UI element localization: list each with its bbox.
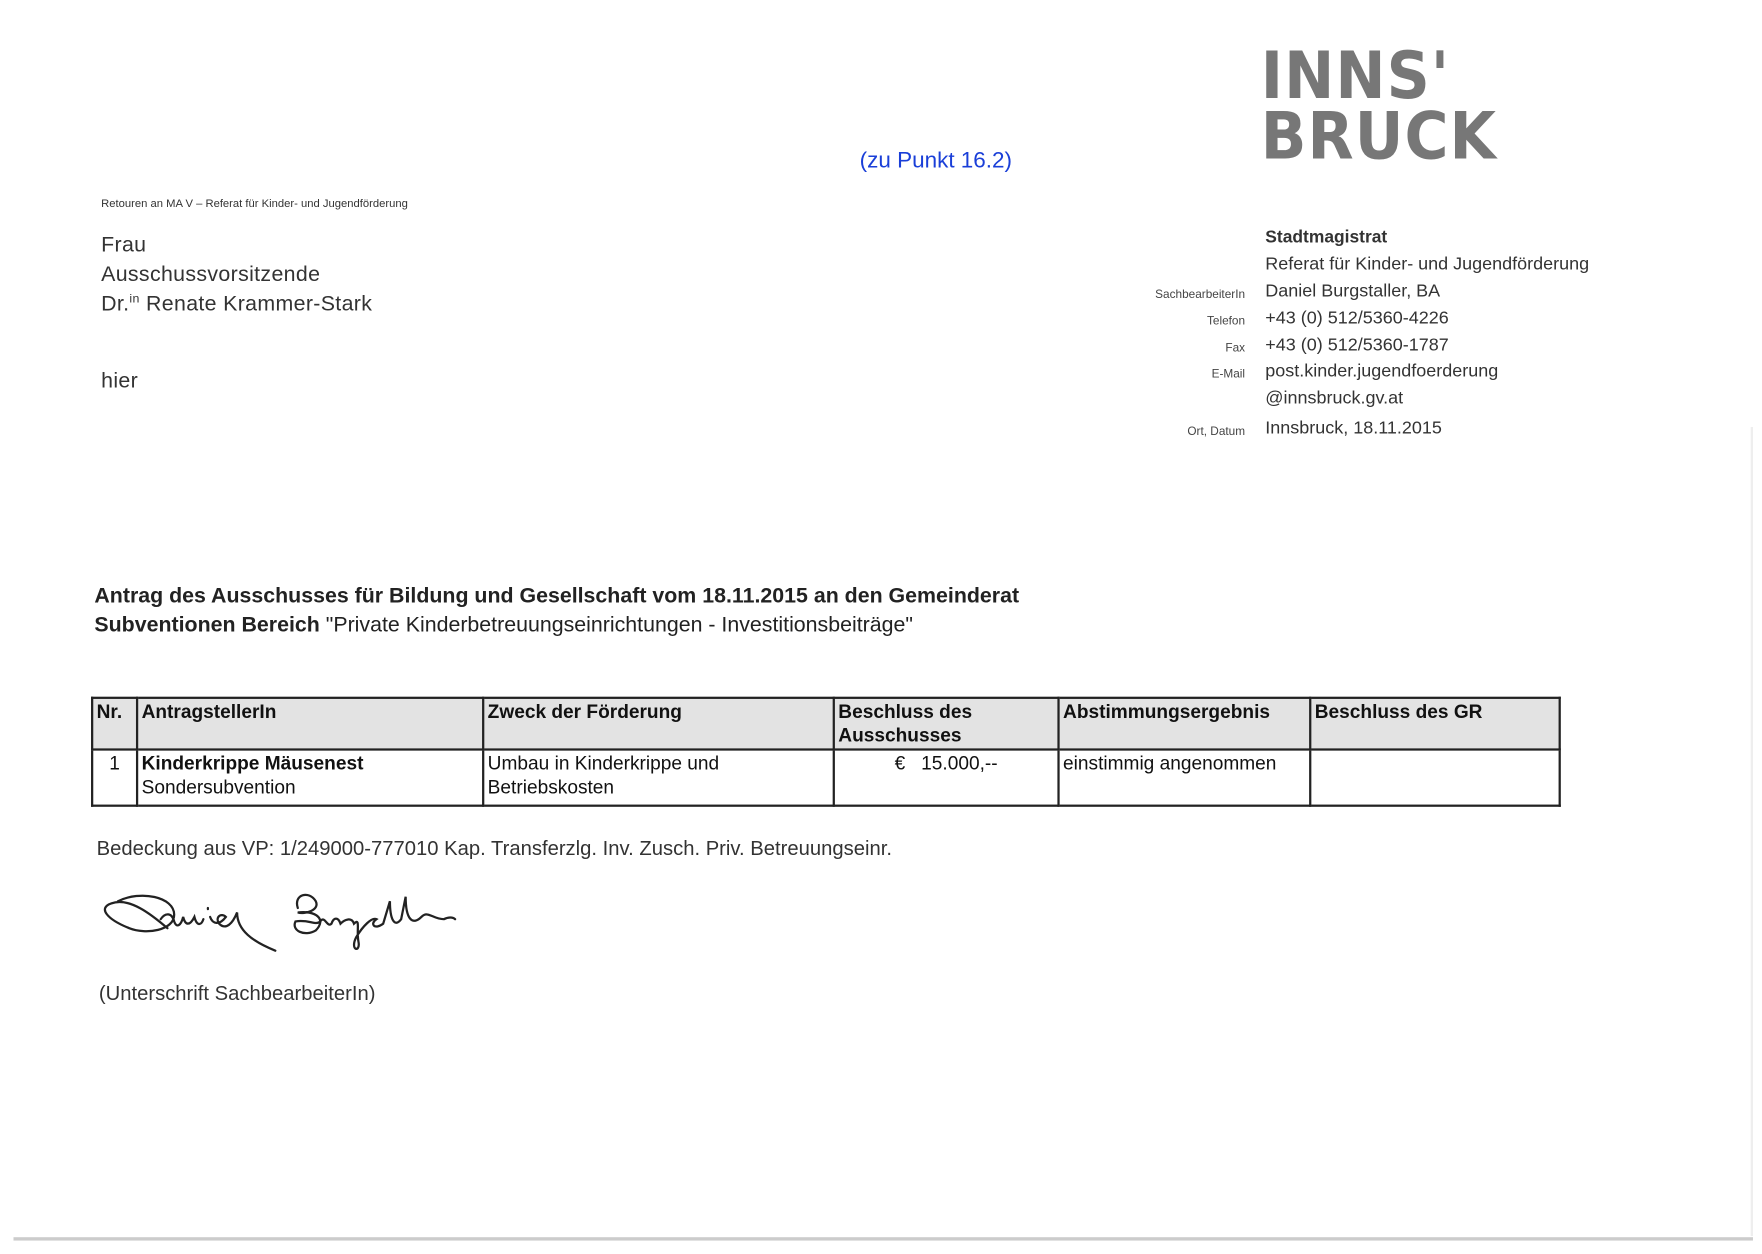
budget-coverage: Bedeckung aus VP: 1/249000-777010 Kap. T…: [96, 837, 892, 860]
signature-image: [103, 893, 457, 952]
scan-edge: [1750, 427, 1753, 1237]
header-nr: Nr.: [91, 696, 139, 751]
cell-vote: einstimmig angenommen: [1057, 748, 1312, 807]
value-fax: +43 (0) 512/5360-1787: [1265, 335, 1449, 356]
header-purpose: Zweck der Förderung: [482, 696, 835, 751]
sender-dept: Referat für Kinder- und Jugendförderung: [1265, 255, 1590, 275]
recipient-location: hier: [101, 369, 139, 394]
signature-caption: (Unterschrift SachbearbeiterIn): [98, 982, 376, 1005]
document-subtitle: Subventionen Bereich "Private Kinderbetr…: [94, 614, 913, 639]
table-row: 1 Kinderkrippe Mäusenest Sondersubvention…: [91, 748, 1561, 807]
label-phone: Telefon: [1207, 314, 1246, 329]
recipient-salutation: Frau: [101, 233, 147, 258]
value-clerk: Daniel Burgstaller, BA: [1265, 282, 1441, 302]
subtitle-bold: Subventionen Bereich: [94, 613, 320, 638]
name: Renate Krammer-Stark: [139, 292, 373, 317]
document-title: Antrag des Ausschusses für Bildung und G…: [94, 584, 1020, 608]
signature-stroke-last: [293, 893, 457, 950]
value-email: post.kinder.jugendfoerderung: [1265, 361, 1499, 381]
header-council-decision: Beschluss des GR: [1309, 696, 1561, 751]
logo-line1: INNS': [1260, 37, 1451, 114]
label-email: E-Mail: [1211, 367, 1246, 381]
label-place-date: Ort, Datum: [1187, 424, 1246, 439]
recipient-role: Ausschussvorsitzende: [101, 262, 321, 287]
cell-council: [1309, 748, 1561, 807]
applicant-sub: Sondersubvention: [141, 776, 296, 798]
value-place-date: Innsbruck, 18.11.2015: [1265, 419, 1442, 439]
cell-applicant: Kinderkrippe Mäusenest Sondersubvention: [135, 748, 485, 807]
recipient-name: Dr.in Renate Krammer-Stark: [101, 292, 372, 317]
cell-amount: € 15.000,--: [832, 748, 1060, 807]
sender-org: Stadtmagistrat: [1265, 228, 1388, 248]
logo-line2: BRUCK: [1260, 97, 1497, 175]
subsidy-table: Nr. AntragstellerIn Zweck der Förderung …: [91, 696, 1561, 807]
table-header-row: Nr. AntragstellerIn Zweck der Förderung …: [91, 696, 1561, 751]
cell-nr: 1: [91, 748, 139, 807]
value-email-domain: @innsbruck.gv.at: [1265, 388, 1404, 408]
innsbruck-logo: INNS' BRUCK: [1260, 37, 1497, 175]
cell-purpose: Umbau in Kinderkrippe und Betriebskosten: [482, 748, 835, 807]
header-applicant: AntragstellerIn: [135, 696, 485, 751]
header-committee-decision: Beschluss des Ausschusses: [832, 696, 1060, 751]
label-fax: Fax: [1225, 341, 1246, 356]
agenda-reference: (zu Punkt 16.2): [859, 148, 1013, 174]
signature-stroke-first: [103, 894, 277, 952]
applicant-name: Kinderkrippe Mäusenest: [141, 752, 364, 775]
value-phone: +43 (0) 512/5360-4226: [1265, 309, 1449, 329]
header-vote: Abstimmungsergebnis: [1057, 696, 1312, 751]
title-suffix: in: [129, 292, 140, 306]
label-clerk: SachbearbeiterIn: [1155, 287, 1246, 302]
title-prefix: Dr.: [101, 292, 130, 317]
subtitle-rest: "Private Kinderbetreuungseinrichtungen -…: [319, 613, 913, 638]
return-address: Retouren an MA V – Referat für Kinder- u…: [101, 197, 408, 211]
scan-bottom-edge: [13, 1237, 1753, 1241]
